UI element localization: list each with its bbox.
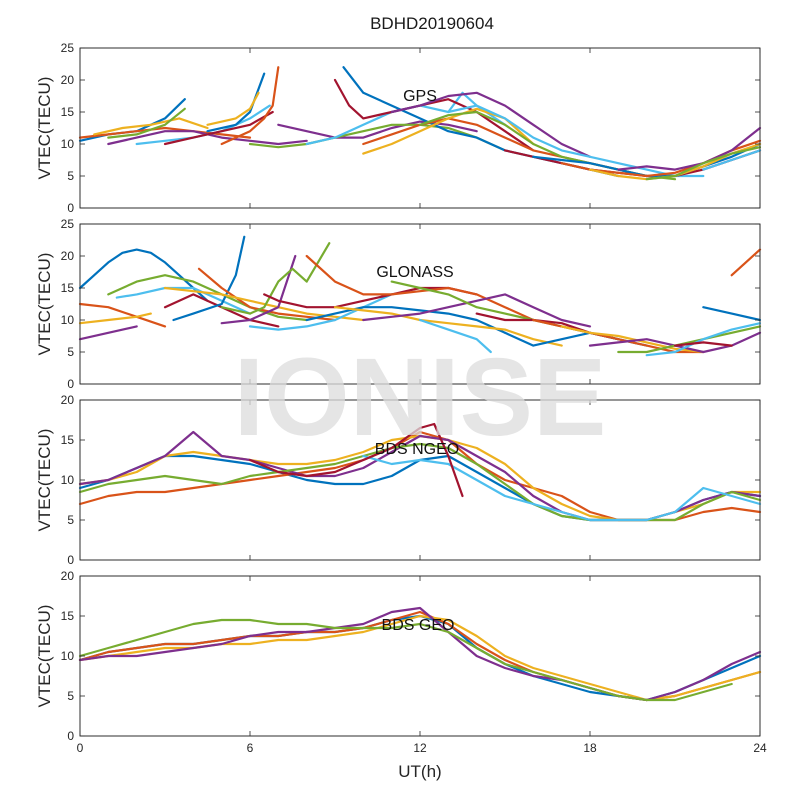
series-line — [78, 325, 138, 341]
series-line — [362, 454, 762, 522]
y-tick-label: 10 — [61, 313, 75, 327]
series-line — [206, 91, 260, 126]
y-tick-label: 25 — [61, 217, 75, 231]
panel-2: 0 5 10 15 20 25 VTEC(TECU) GLONASS — [35, 217, 762, 391]
y-axis-label: VTEC(TECU) — [35, 77, 54, 180]
x-tick-label: 12 — [413, 741, 427, 755]
x-tick-label: 0 — [77, 741, 84, 755]
y-tick-label: 20 — [61, 393, 75, 407]
series-line — [447, 104, 705, 178]
y-tick-label: 5 — [67, 689, 74, 703]
y-axis-label: VTEC(TECU) — [35, 429, 54, 532]
x-axis-label: UT(h) — [398, 762, 441, 781]
panel-3: 0 5 10 15 20 VTEC(TECU) BDS NGEO — [35, 393, 762, 567]
series-line — [248, 123, 507, 152]
y-axis-label: VTEC(TECU) — [35, 253, 54, 356]
panel-1: 0 5 10 15 20 25 VTEC(TECU) GPS — [35, 41, 762, 215]
series-line — [78, 126, 252, 139]
series-line — [163, 286, 365, 322]
panel-4: 0 5 10 15 20 0 6 12 18 24 VTEC(TECU) BDS GEO — [35, 569, 767, 755]
panel-label: BDS GEO — [382, 617, 455, 634]
x-tick-label: 6 — [247, 741, 254, 755]
x-tick-label: 24 — [753, 741, 767, 755]
series-line — [115, 286, 252, 315]
y-tick-label: 5 — [67, 513, 74, 527]
panel-label: GPS — [403, 88, 437, 105]
series-line — [390, 91, 592, 158]
series-line — [78, 248, 209, 302]
series-line — [362, 293, 592, 328]
y-tick-label: 5 — [67, 169, 74, 183]
y-tick-label: 0 — [67, 377, 74, 391]
watermark: IONISE — [234, 336, 607, 459]
series-line — [78, 312, 152, 325]
series-line — [93, 117, 209, 136]
y-tick-label: 15 — [61, 609, 75, 623]
y-tick-label: 10 — [61, 649, 75, 663]
series-line — [645, 146, 762, 181]
y-tick-label: 20 — [61, 569, 75, 583]
series-line — [673, 341, 733, 347]
series-line — [220, 254, 297, 325]
series-group — [78, 606, 762, 702]
series-line — [617, 325, 762, 354]
series-line — [305, 254, 535, 322]
series-group — [78, 66, 762, 181]
y-tick-label: 0 — [67, 201, 74, 215]
series-line — [305, 306, 507, 334]
axes-box — [79, 47, 761, 209]
series-line — [220, 66, 280, 146]
series-line — [277, 120, 478, 139]
axes-box — [79, 223, 761, 385]
series-line — [107, 107, 186, 139]
series-line — [172, 235, 246, 322]
series-group — [78, 235, 762, 357]
series-line — [702, 306, 762, 322]
y-axis-label: VTEC(TECU) — [35, 605, 54, 708]
panel-label: GLONASS — [376, 264, 453, 281]
x-tick-label: 18 — [583, 741, 597, 755]
series-line — [107, 274, 308, 322]
y-tick-label: 15 — [61, 281, 75, 295]
series-line — [197, 267, 337, 322]
panel-label: BDS NGEO — [375, 441, 459, 458]
series-line — [333, 306, 563, 347]
series-line — [206, 72, 266, 133]
series-line — [418, 318, 492, 354]
series-line — [617, 126, 762, 171]
axes-box — [79, 575, 761, 737]
y-tick-label: 25 — [61, 41, 75, 55]
figure-title: BDHD20190604 — [370, 14, 494, 33]
series-line — [702, 149, 762, 171]
series-line — [645, 322, 762, 357]
y-tick-label: 15 — [61, 105, 75, 119]
series-line — [248, 422, 464, 498]
y-tick-label: 0 — [67, 553, 74, 567]
series-line — [78, 302, 167, 328]
series-line — [78, 618, 733, 702]
y-tick-label: 5 — [67, 345, 74, 359]
panels: 0 5 10 15 20 25 VTEC(TECU) GPS 0 5 10 15 20 25 VTEC(TE… — [35, 41, 767, 755]
series-line — [220, 242, 331, 315]
y-tick-label: 10 — [61, 473, 75, 487]
series-line — [163, 110, 274, 146]
y-tick-label: 10 — [61, 137, 75, 151]
series-line — [730, 248, 762, 277]
series-group — [78, 422, 762, 522]
y-tick-label: 15 — [61, 433, 75, 447]
y-tick-label: 20 — [61, 73, 75, 87]
series-line — [248, 293, 393, 331]
y-tick-label: 20 — [61, 249, 75, 263]
y-tick-label: 0 — [67, 729, 74, 743]
